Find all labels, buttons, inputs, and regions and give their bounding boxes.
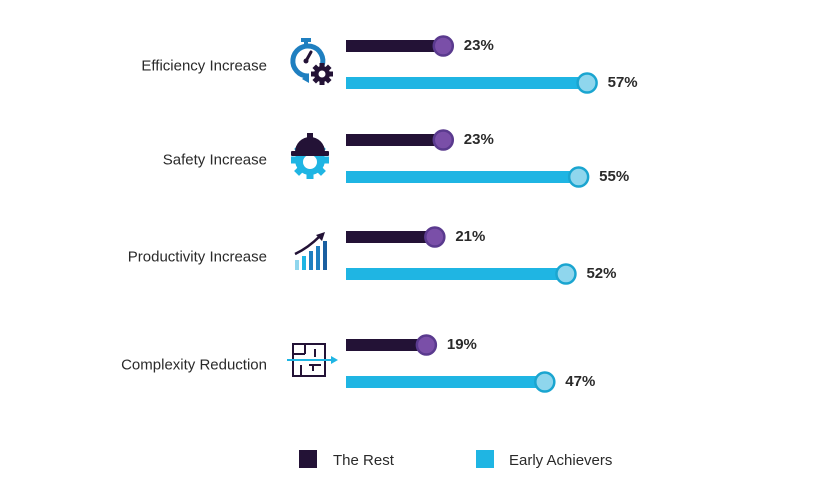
value-label-early-achievers-complexity-reduction: 47% [565,373,595,390]
legend-label-the-rest: The Rest [333,452,395,469]
marker-early-achievers-productivity-increase [555,263,577,285]
value-label-the-rest-complexity-reduction: 19% [447,336,477,353]
marker-the-rest-complexity-reduction [415,334,438,356]
value-label-early-achievers-efficiency-increase: 57% [608,74,638,91]
category-label-productivity-increase: Productivity Increase [128,248,267,265]
marker-early-achievers-complexity-reduction [534,371,556,393]
bar-early-achievers-productivity-increase [346,268,566,280]
bar-the-rest-safety-increase [346,134,444,146]
bar-early-achievers-efficiency-increase [346,77,588,89]
category-label-efficiency-increase: Efficiency Increase [141,57,267,74]
value-label-the-rest-efficiency-increase: 23% [464,37,494,54]
value-label-the-rest-productivity-increase: 21% [455,228,485,245]
maze-arrow-icon [287,343,338,377]
marker-early-achievers-efficiency-increase [576,72,598,94]
bar-early-achievers-complexity-reduction [346,376,545,388]
value-label-the-rest-safety-increase: 23% [464,131,494,148]
row-efficiency-increase: Efficiency Increase 23% 57% [141,35,638,94]
bar-the-rest-complexity-reduction [346,339,427,351]
value-label-early-achievers-productivity-increase: 52% [586,265,616,282]
bar-early-achievers-safety-increase [346,171,579,183]
category-label-complexity-reduction: Complexity Reduction [121,356,267,373]
marker-early-achievers-safety-increase [567,166,590,188]
legend-label-early-achievers: Early Achievers [509,452,612,469]
marker-the-rest-productivity-increase [424,226,446,248]
row-productivity-increase: Productivity Increase 21% 52% [128,226,616,285]
legend-swatch-early-achievers [476,450,494,468]
row-safety-increase: Safety Increase 23% 55% [163,129,629,188]
marker-the-rest-safety-increase [432,129,455,151]
rising-bars-arrow-icon [294,232,327,270]
value-label-early-achievers-safety-increase: 55% [599,168,629,185]
bar-the-rest-efficiency-increase [346,40,444,52]
legend: The Rest Early Achievers [299,450,612,469]
hard-hat-gear-icon [291,133,329,179]
category-icons [287,38,338,377]
category-label-safety-increase: Safety Increase [163,151,267,168]
row-complexity-reduction: Complexity Reduction 19% 47% [121,334,595,393]
marker-the-rest-efficiency-increase [432,35,455,57]
chart-rows: Efficiency Increase 23% 57% Safety Increase… [121,35,638,393]
stopwatch-gear-icon [290,38,333,85]
bar-the-rest-productivity-increase [346,231,435,243]
legend-swatch-the-rest [299,450,317,468]
